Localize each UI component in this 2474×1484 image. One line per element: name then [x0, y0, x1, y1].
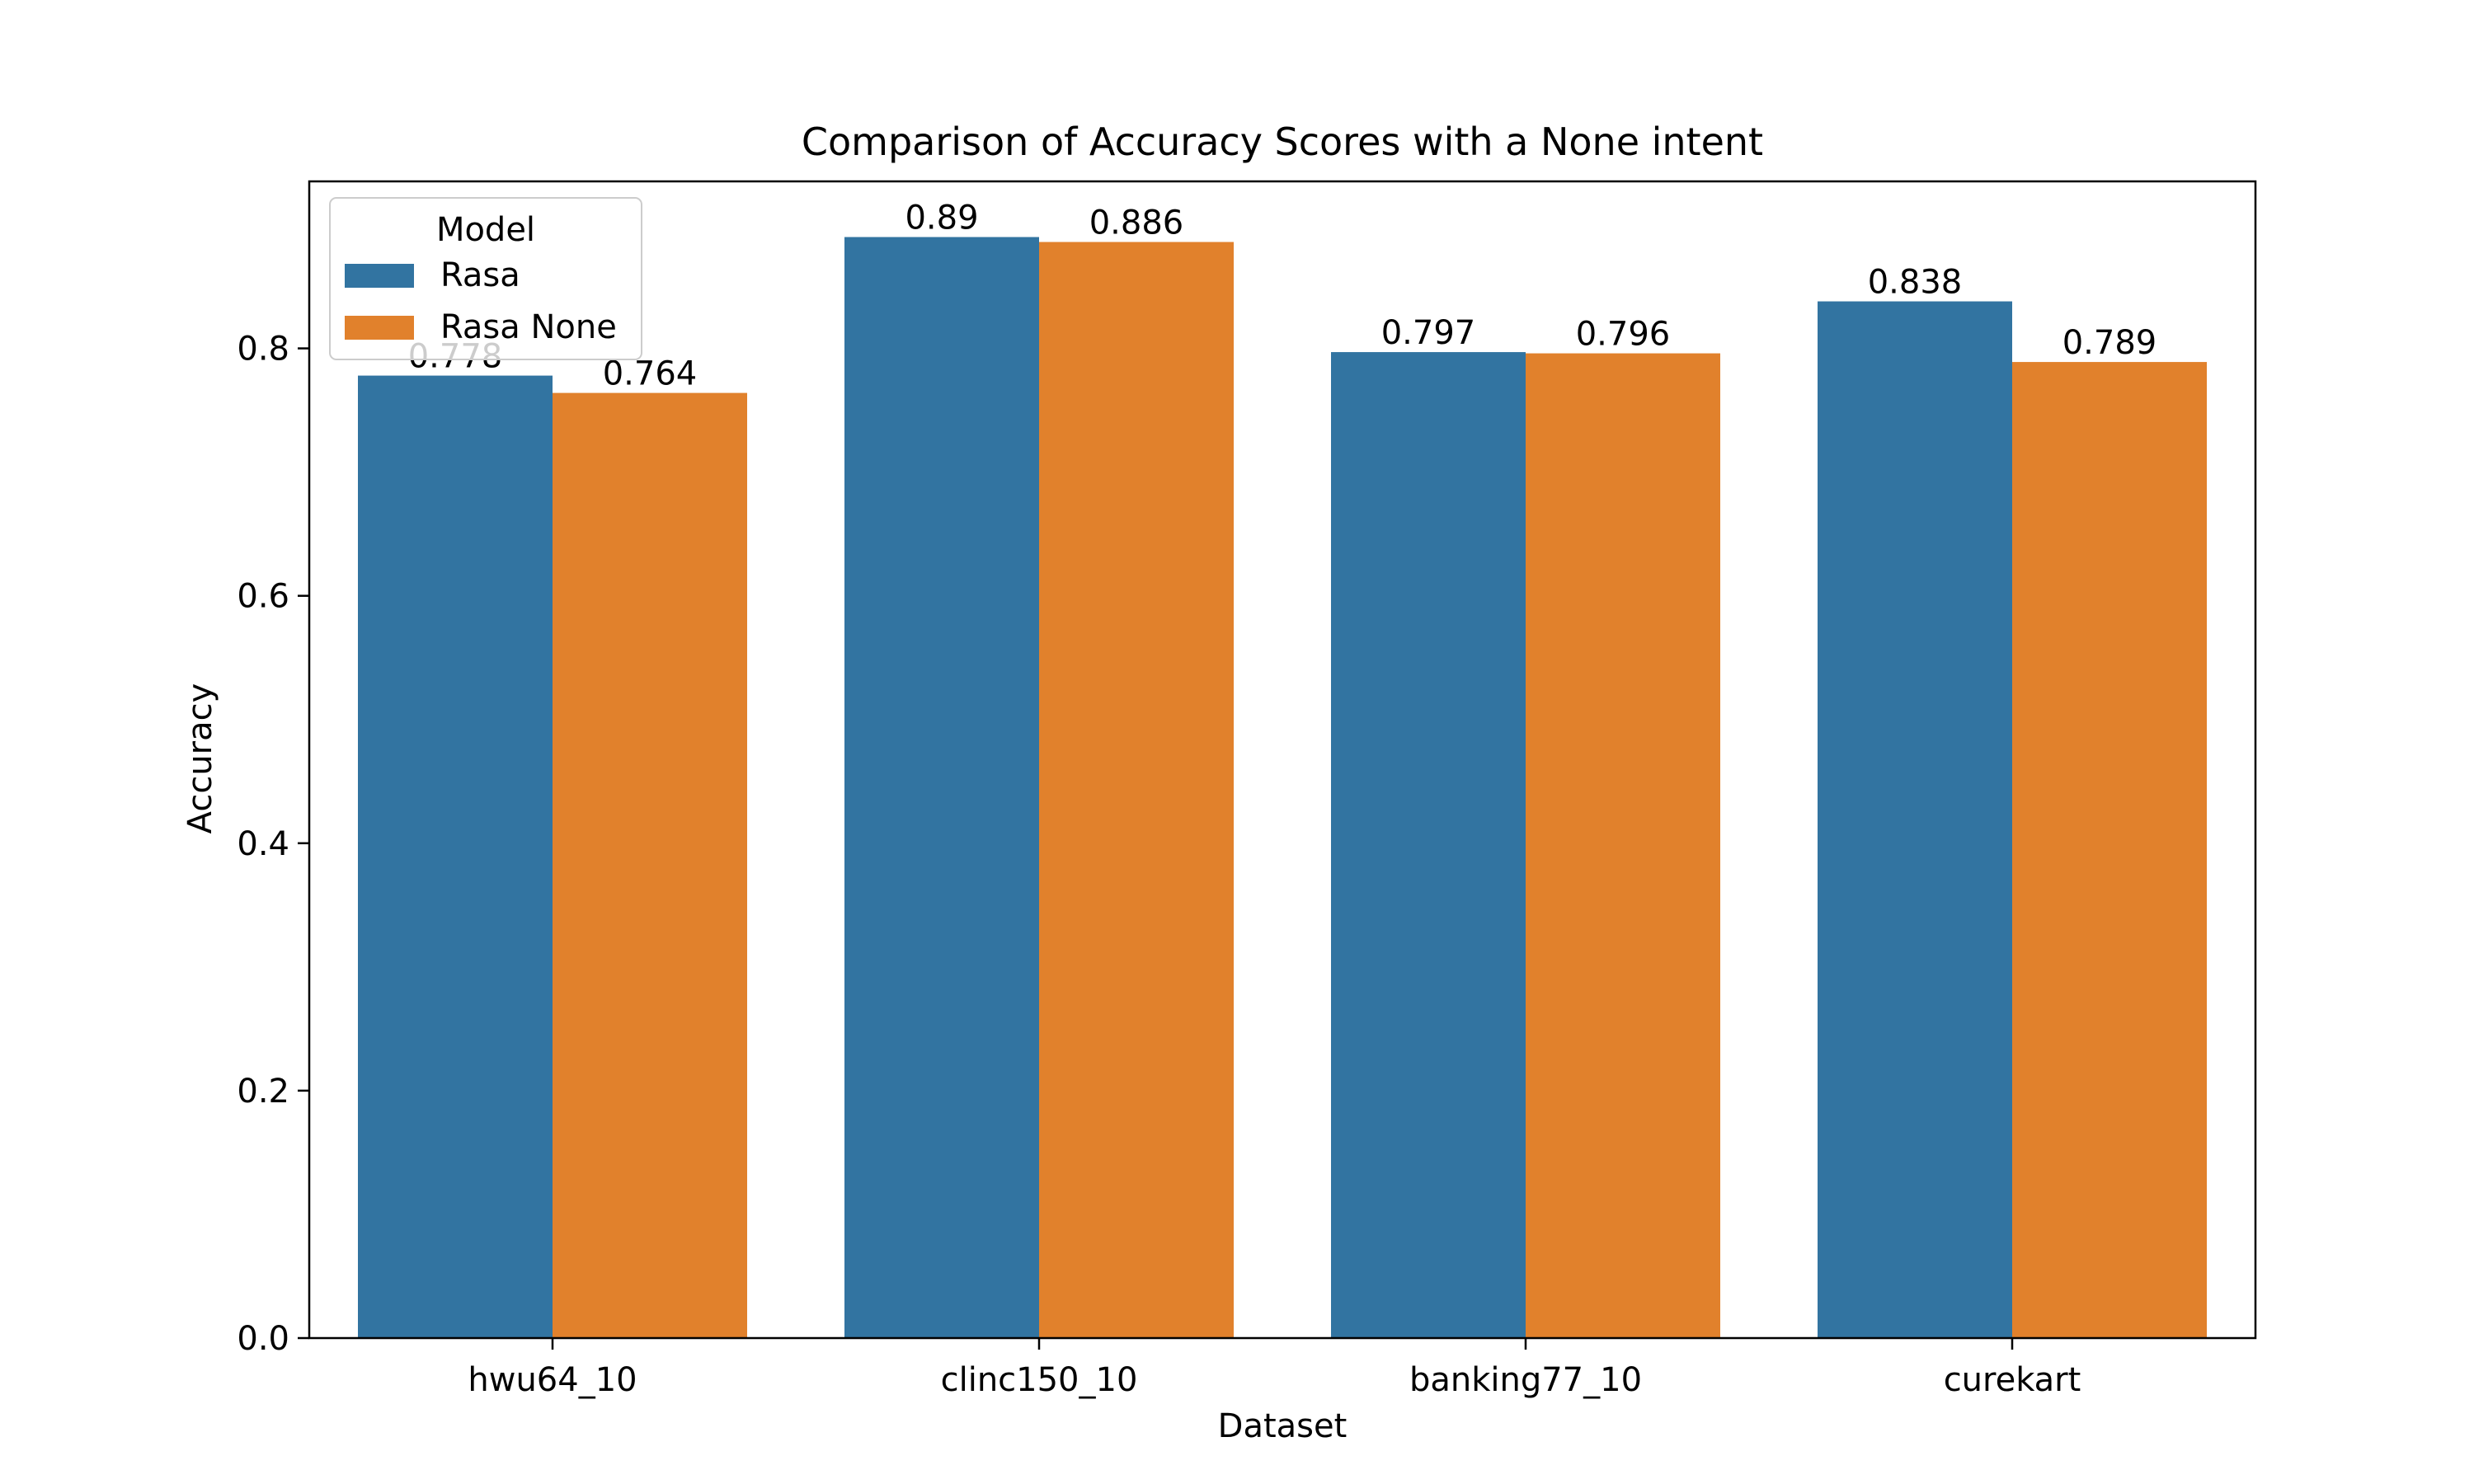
bar-value-label: 0.764 [603, 355, 698, 393]
bar-rasa-none [2012, 362, 2207, 1338]
bar-value-label: 0.797 [1381, 314, 1476, 352]
bar-rasa [1818, 301, 2012, 1338]
y-axis-label: Accuracy [181, 683, 219, 834]
legend-title: Model [436, 211, 535, 249]
plot-area: 0.7780.890.7970.8380.7640.8860.7960.7890… [237, 180, 2257, 1399]
y-tick-label: 0.6 [237, 578, 289, 616]
x-tick-label: banking77_10 [1409, 1361, 1642, 1399]
plot-frame [308, 180, 2257, 1340]
y-tick-label: 0.2 [237, 1073, 289, 1111]
y-tick-label: 0.4 [237, 825, 289, 863]
y-tick-label: 0.0 [237, 1320, 289, 1358]
bar-value-label: 0.838 [1868, 264, 1963, 302]
x-axis-label: Dataset [1218, 1407, 1348, 1445]
bar-value-label: 0.886 [1089, 204, 1184, 242]
legend-entry-label: Rasa [440, 256, 520, 294]
y-tick-label: 0.8 [237, 331, 289, 369]
bar-rasa [844, 237, 1039, 1339]
x-tick-label: hwu64_10 [468, 1361, 637, 1399]
bar-rasa-none [553, 392, 747, 1338]
bar-rasa [1331, 352, 1526, 1339]
legend-swatch [345, 316, 414, 340]
legend-swatch [345, 264, 414, 288]
bar-value-label: 0.89 [905, 200, 978, 237]
bar-value-label: 0.796 [1576, 316, 1671, 354]
chart-title: Comparison of Accuracy Scores with a Non… [802, 120, 1763, 164]
x-tick-label: curekart [1944, 1361, 2081, 1399]
bar-value-label: 0.789 [2062, 324, 2157, 362]
bar-rasa-none [1526, 353, 1720, 1338]
x-tick-label: clinc150_10 [941, 1361, 1138, 1399]
legend: Model Rasa Rasa None [329, 197, 642, 360]
legend-entry-label: Rasa None [440, 308, 617, 346]
bar-rasa-none [1039, 242, 1234, 1338]
bar-rasa [358, 375, 553, 1338]
